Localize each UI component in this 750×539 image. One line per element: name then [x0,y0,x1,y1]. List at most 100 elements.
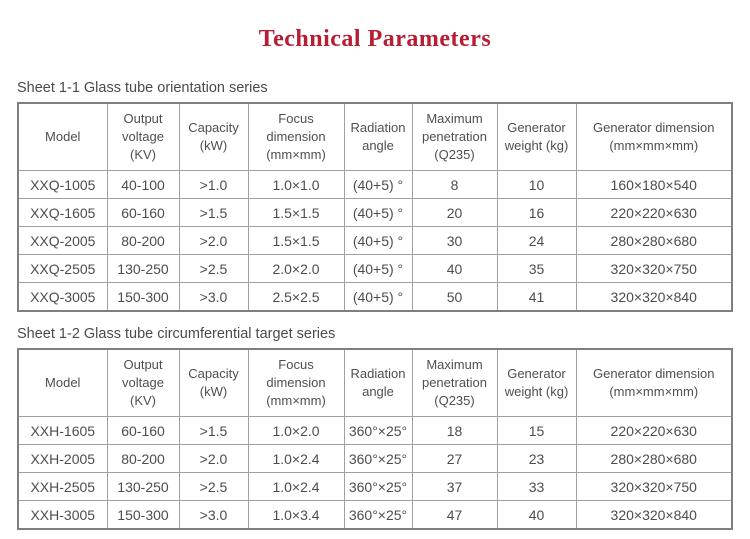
table-cell: >1.5 [178,198,249,227]
table-cell: 40 [496,500,577,530]
page-title: Technical Parameters [258,26,492,52]
table-cell: 1.0×1.0 [247,170,345,199]
table-cell: 130-250 [106,254,180,283]
table-cell: (40+5) ° [343,198,413,227]
table-caption-sheet-1-2: Sheet 1-2 Glass tube circumferential tar… [17,326,336,342]
column-header-radiation-angle: Radiation angle [343,348,413,417]
table-cell: 80-200 [106,226,180,255]
column-header-focus-dimension: Focus dimension (mm×mm) [247,102,345,171]
table-cell: XXH-2505 [17,472,108,501]
table-cell: 8 [411,170,498,199]
table-cell: 220×220×630 [575,198,733,227]
table-cell: 150-300 [106,500,180,530]
column-header-generator-dimension: Generator dimension (mm×mm×mm) [575,348,733,417]
table-cell: >3.0 [178,500,249,530]
spec-table-orientation-series: Model Output voltage (KV) Capacity (kW) … [17,102,733,312]
table-cell: 360°×25° [343,416,413,445]
table-cell: (40+5) ° [343,254,413,283]
table-cell: 60-160 [106,198,180,227]
table-row: XXQ-2005 80-200 >2.0 1.5×1.5 (40+5) ° 30 24 280… [17,226,733,255]
table-cell: 2.0×2.0 [247,254,345,283]
table-cell: 35 [496,254,577,283]
table-cell: 16 [496,198,577,227]
table-cell: XXQ-3005 [17,282,108,312]
table-body: XXQ-1005 40-100 >1.0 1.0×1.0 (40+5) ° 8 10 160×… [17,170,733,312]
table-body: XXH-1605 60-160 >1.5 1.0×2.0 360°×25° 18 15 220… [17,416,733,530]
table-cell: 33 [496,472,577,501]
table-caption-sheet-1-1: Sheet 1-1 Glass tube orientation series [17,80,268,96]
column-header-model: Model [17,348,108,417]
table-cell: XXQ-1005 [17,170,108,199]
table-cell: XXH-1605 [17,416,108,445]
table-cell: 27 [411,444,498,473]
table-cell: 1.0×2.0 [247,416,345,445]
table-cell: 1.5×1.5 [247,226,345,255]
table-cell: 360°×25° [343,472,413,501]
table-cell: 40 [411,254,498,283]
table-cell: 24 [496,226,577,255]
table-cell: (40+5) ° [343,282,413,312]
table-cell: 20 [411,198,498,227]
table-cell: XXH-2005 [17,444,108,473]
table-cell: (40+5) ° [343,226,413,255]
table-cell: 280×280×680 [575,226,733,255]
table-cell: 10 [496,170,577,199]
table-cell: 60-160 [106,416,180,445]
table-cell: 220×220×630 [575,416,733,445]
column-header-capacity: Capacity (kW) [178,348,249,417]
table-cell: 37 [411,472,498,501]
table-header-row: Model Output voltage (KV) Capacity (kW) … [17,348,733,417]
table-row: XXH-2505 130-250 >2.5 1.0×2.4 360°×25° 37 33 32… [17,472,733,501]
table-cell: 320×320×840 [575,500,733,530]
table-cell: 40-100 [106,170,180,199]
column-header-radiation-angle: Radiation angle [343,102,413,171]
table-row: XXH-2005 80-200 >2.0 1.0×2.4 360°×25° 27 23 280… [17,444,733,473]
table-cell: XXH-3005 [17,500,108,530]
table-cell: 320×320×840 [575,282,733,312]
table-cell: 130-250 [106,472,180,501]
table-row: XXH-1605 60-160 >1.5 1.0×2.0 360°×25° 18 15 220… [17,416,733,445]
column-header-generator-dimension: Generator dimension (mm×mm×mm) [575,102,733,171]
column-header-maximum-penetration: Maximum penetration (Q235) [411,102,498,171]
table-cell: 50 [411,282,498,312]
table-cell: 23 [496,444,577,473]
table-cell: >1.0 [178,170,249,199]
table-cell: 2.5×2.5 [247,282,345,312]
table-cell: 41 [496,282,577,312]
table-cell: 18 [411,416,498,445]
table-cell: 160×180×540 [575,170,733,199]
column-header-maximum-penetration: Maximum penetration (Q235) [411,348,498,417]
table-cell: XXQ-2505 [17,254,108,283]
table-cell: 320×320×750 [575,472,733,501]
table-cell: 360°×25° [343,444,413,473]
table-cell: 320×320×750 [575,254,733,283]
table-cell: (40+5) ° [343,170,413,199]
table-header-row: Model Output voltage (KV) Capacity (kW) … [17,102,733,171]
column-header-output-voltage: Output voltage (KV) [106,348,180,417]
table-row: XXQ-2505 130-250 >2.5 2.0×2.0 (40+5) ° 40 35 32… [17,254,733,283]
table-row: XXQ-1005 40-100 >1.0 1.0×1.0 (40+5) ° 8 10 160×… [17,170,733,199]
table-cell: >2.5 [178,254,249,283]
column-header-capacity: Capacity (kW) [178,102,249,171]
column-header-generator-weight: Generator weight (kg) [496,348,577,417]
table-cell: 360°×25° [343,500,413,530]
table-cell: 1.5×1.5 [247,198,345,227]
table-cell: 1.0×3.4 [247,500,345,530]
spec-table-circumferential-target-series: Model Output voltage (KV) Capacity (kW) … [17,348,733,530]
table-cell: >3.0 [178,282,249,312]
column-header-model: Model [17,102,108,171]
column-header-focus-dimension: Focus dimension (mm×mm) [247,348,345,417]
table-cell: >2.0 [178,226,249,255]
table-cell: 1.0×2.4 [247,472,345,501]
table-cell: >2.0 [178,444,249,473]
table-cell: XXQ-2005 [17,226,108,255]
table-cell: 47 [411,500,498,530]
table-cell: >2.5 [178,472,249,501]
column-header-output-voltage: Output voltage (KV) [106,102,180,171]
table-row: XXH-3005 150-300 >3.0 1.0×3.4 360°×25° 47 40 32… [17,500,733,530]
table-row: XXQ-1605 60-160 >1.5 1.5×1.5 (40+5) ° 20 16 220… [17,198,733,227]
table-cell: 80-200 [106,444,180,473]
column-header-generator-weight: Generator weight (kg) [496,102,577,171]
table-cell: >1.5 [178,416,249,445]
